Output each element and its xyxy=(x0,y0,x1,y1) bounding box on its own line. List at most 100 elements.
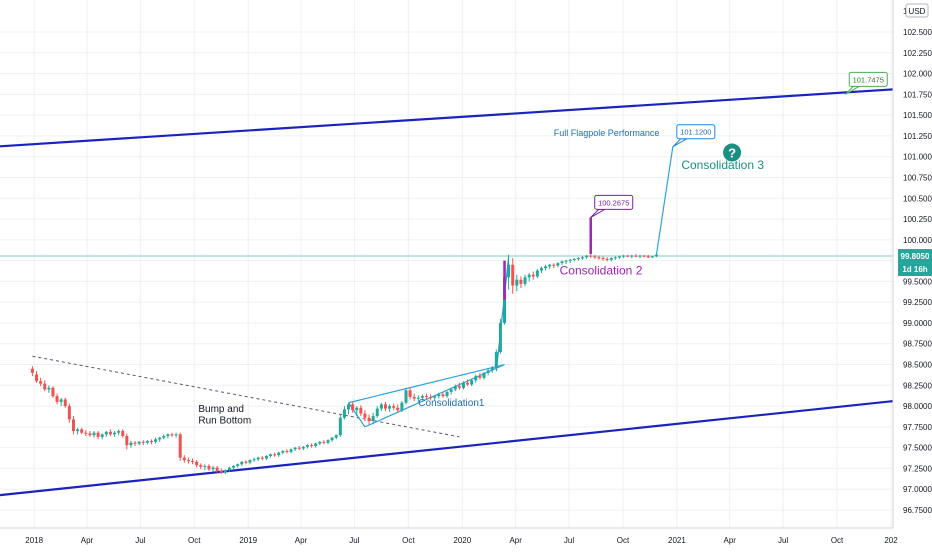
candle-body xyxy=(527,274,531,278)
candle xyxy=(601,256,605,261)
candle xyxy=(507,254,511,290)
x-tick-label: Jul xyxy=(564,536,574,545)
candle-body xyxy=(388,406,392,409)
candle xyxy=(388,404,392,412)
candle-body xyxy=(642,255,646,257)
candle-body xyxy=(379,404,383,409)
candle xyxy=(613,256,617,260)
countdown-tag xyxy=(898,263,932,277)
candle-body xyxy=(293,447,297,450)
candle xyxy=(371,412,375,425)
candle-body xyxy=(601,258,605,260)
candle-body xyxy=(281,450,285,453)
candle-body xyxy=(548,264,552,267)
candle-body xyxy=(133,442,137,444)
candle-body xyxy=(285,450,289,452)
candle xyxy=(597,255,601,260)
candle xyxy=(585,254,589,259)
candle-body xyxy=(375,408,379,417)
candle xyxy=(281,450,285,455)
candle-body xyxy=(552,264,556,266)
candle xyxy=(498,318,502,354)
candle xyxy=(182,455,186,463)
candle-body xyxy=(560,261,564,264)
candle xyxy=(227,466,231,472)
candle-body xyxy=(199,465,203,467)
candle xyxy=(568,258,572,264)
candle xyxy=(622,254,626,259)
candle xyxy=(207,464,211,471)
candle-body xyxy=(76,429,80,432)
y-tick-label: 99.0000 xyxy=(903,319,932,328)
candle xyxy=(236,463,240,468)
candle xyxy=(166,433,170,439)
candle-body xyxy=(355,407,359,411)
candle xyxy=(347,402,351,415)
candle-body xyxy=(412,396,416,399)
candle-body xyxy=(158,437,162,440)
annotation-line: Consolidation 2 xyxy=(560,264,643,278)
candle-body xyxy=(433,396,437,398)
candle xyxy=(108,429,112,437)
candle-body xyxy=(498,322,502,353)
candle-body xyxy=(544,266,548,269)
candle xyxy=(39,377,43,387)
candle xyxy=(646,254,650,259)
candle xyxy=(630,254,634,259)
candle-body xyxy=(30,368,34,373)
candle xyxy=(318,441,322,446)
candle xyxy=(535,268,539,279)
currency-badge[interactable] xyxy=(905,3,929,18)
candle xyxy=(215,465,219,473)
candle-body xyxy=(597,257,601,259)
callout-pointer xyxy=(590,208,607,218)
x-axis[interactable]: 2018 Apr Jul Oct 2019 Apr Jul Oct 2020 Apr Jul Oct 2… xyxy=(0,527,898,545)
candle xyxy=(654,253,658,258)
candle xyxy=(531,271,535,280)
candle-body xyxy=(585,255,589,258)
candle xyxy=(400,401,404,412)
candle xyxy=(133,441,137,446)
candle xyxy=(511,258,515,294)
candle-body xyxy=(568,259,572,261)
candle xyxy=(330,436,334,442)
candle xyxy=(154,437,158,444)
candle-body xyxy=(232,465,236,468)
candle-body xyxy=(535,270,539,277)
price-callouts: 100.2675 101.1200 101.7475 xyxy=(590,71,888,218)
x-tick-label: Apr xyxy=(295,536,308,545)
candle-body xyxy=(474,376,478,381)
x-tick-label: Oct xyxy=(402,536,415,545)
candle-body xyxy=(617,256,621,258)
candle xyxy=(63,397,67,408)
candle xyxy=(408,387,412,400)
candle-body xyxy=(429,396,433,398)
candle-body xyxy=(51,387,55,397)
candle xyxy=(474,374,478,383)
candle xyxy=(433,395,437,402)
candle xyxy=(149,439,153,445)
candle xyxy=(404,387,408,405)
candle xyxy=(519,276,523,289)
candle xyxy=(548,263,552,269)
candle-body xyxy=(338,417,342,436)
y-axis[interactable]: 96.7500 97.0000 97.2500 97.5000 97.7500 98.00… xyxy=(892,0,932,528)
candle-body xyxy=(564,260,568,262)
candle xyxy=(367,414,371,425)
candle-body xyxy=(605,258,609,260)
candle-body xyxy=(634,255,638,257)
candle xyxy=(523,274,527,287)
y-tick-label: 100.2500 xyxy=(903,215,932,224)
x-tick-label: Jul xyxy=(349,536,359,545)
callout-101-7475: 101.7475 xyxy=(844,71,888,95)
candle-body xyxy=(650,256,654,258)
candle-body xyxy=(511,264,515,286)
vertical-markers xyxy=(503,217,592,300)
y-tick-label: 100.7500 xyxy=(903,173,932,182)
candle xyxy=(129,441,133,448)
flagpole-up xyxy=(495,256,510,372)
candle-body xyxy=(457,386,461,388)
candles xyxy=(30,253,658,475)
